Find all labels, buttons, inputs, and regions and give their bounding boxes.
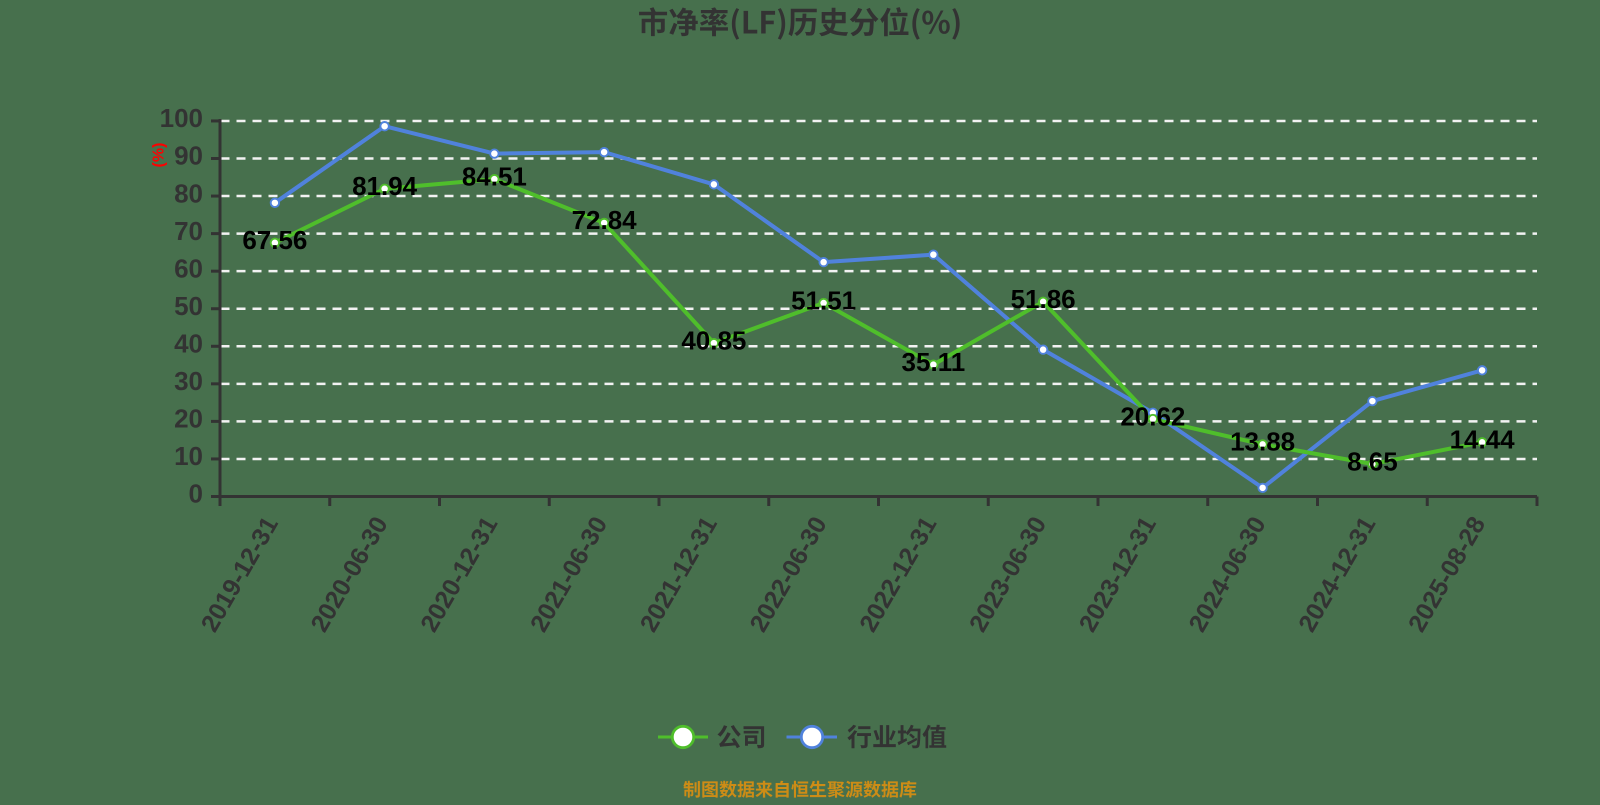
svg-text:90: 90 — [174, 141, 203, 171]
svg-text:40: 40 — [174, 329, 203, 359]
svg-text:67.56: 67.56 — [242, 225, 307, 255]
svg-text:20.62: 20.62 — [1120, 401, 1185, 431]
svg-text:0: 0 — [189, 479, 203, 509]
svg-text:20: 20 — [174, 404, 203, 434]
svg-text:13.88: 13.88 — [1230, 427, 1295, 457]
svg-text:72.84: 72.84 — [572, 205, 638, 235]
svg-text:50: 50 — [174, 291, 203, 321]
svg-text:51.51: 51.51 — [791, 285, 856, 315]
svg-text:60: 60 — [174, 253, 203, 283]
svg-text:51.86: 51.86 — [1011, 284, 1076, 314]
svg-text:30: 30 — [174, 366, 203, 396]
svg-text:10: 10 — [174, 441, 203, 471]
svg-text:70: 70 — [174, 216, 203, 246]
svg-text:100: 100 — [160, 103, 203, 133]
svg-text:81.94: 81.94 — [352, 171, 418, 201]
svg-text:40.85: 40.85 — [681, 325, 746, 355]
svg-text:8.65: 8.65 — [1347, 446, 1398, 476]
svg-text:80: 80 — [174, 178, 203, 208]
svg-text:14.44: 14.44 — [1450, 425, 1516, 455]
svg-text:35.11: 35.11 — [902, 347, 966, 377]
svg-text:(%): (%) — [151, 143, 168, 168]
svg-text:84.51: 84.51 — [462, 161, 527, 191]
